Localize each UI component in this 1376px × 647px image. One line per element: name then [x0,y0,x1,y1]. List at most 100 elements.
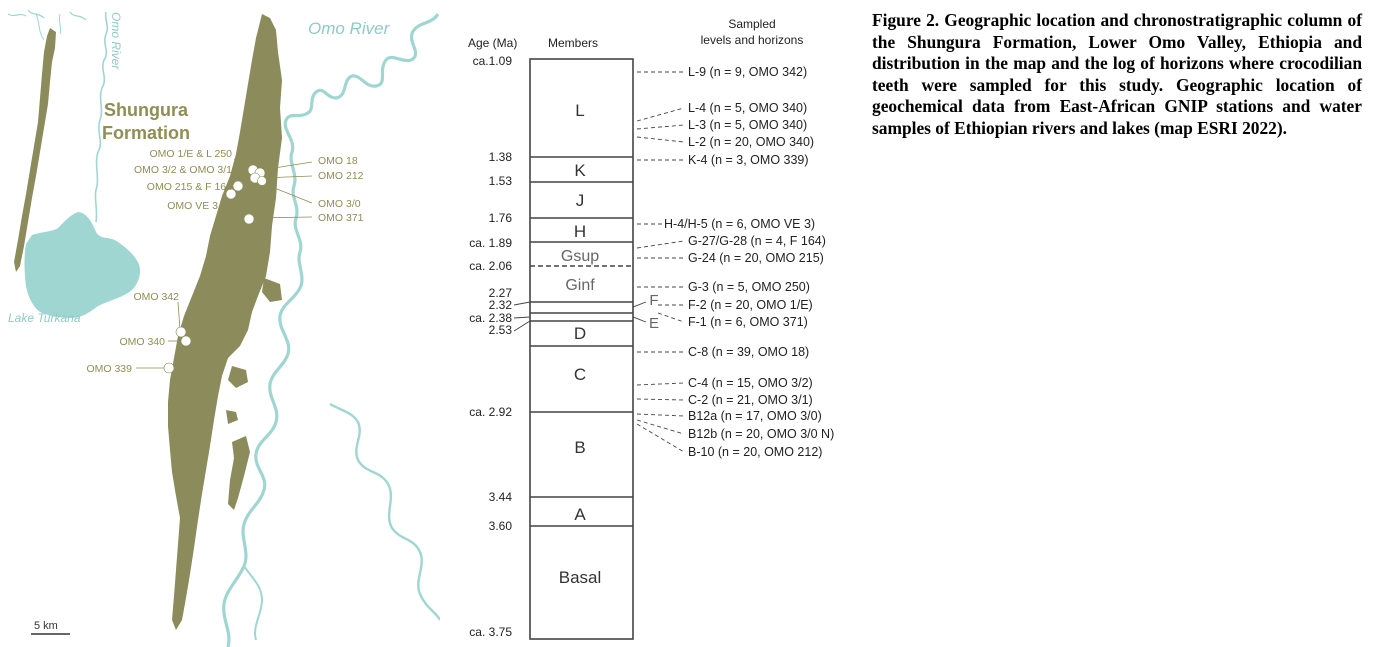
age-label: ca. 1.89 [469,236,512,250]
site-label: OMO 18 [318,155,358,167]
sample-label: C-2 (n = 21, OMO 3/1) [688,393,813,407]
formation-label-line2: Formation [102,123,190,143]
age-label: ca. 2.38 [469,311,512,325]
site-dot [257,176,267,186]
sample-label: H-4/H-5 (n = 6, OMO VE 3) [664,217,815,231]
age-label: 1.76 [489,211,513,225]
age-label: ca.1.09 [473,54,513,68]
river-label: Omo River [308,19,391,38]
column-frame [529,58,634,640]
age-label: ca. 2.06 [469,259,512,273]
member-label: Ginf [565,277,595,294]
site-dot [243,213,255,225]
fe-pointers [632,301,647,323]
sample-label: B12b (n = 20, OMO 3/0 N) [688,427,834,441]
site-label: OMO 212 [318,170,364,182]
member-label: H [574,222,586,241]
site-dot [175,326,187,338]
site-label: OMO 3/0 [318,198,361,210]
site-label: OMO 215 & F 164 [147,181,232,193]
site-label: OMO VE 3 [167,200,218,212]
site-dot [225,188,237,200]
formation-fragment-4 [262,278,282,302]
member-boundaries [530,156,633,527]
inset-lake-turkana [24,212,140,318]
stratigraphic-column: Age (Ma) Members Sampled levels and hori… [468,17,834,640]
formation-label-line1: Shungura [104,100,189,120]
member-label: Basal [559,568,602,587]
inset-map: Omo River Lake Turkana [7,9,140,325]
sample-label: L-4 (n = 5, OMO 340) [688,101,807,115]
member-label: F [649,292,658,309]
header-sampled-line2: levels and horizons [701,33,804,47]
sample-label: K-4 (n = 3, OMO 339) [688,153,809,167]
sample-label: C-4 (n = 15, OMO 3/2) [688,376,813,390]
site-dot [163,362,175,374]
inset-coast [35,13,62,41]
sample-label: L-3 (n = 5, OMO 340) [688,118,807,132]
sample-label: G-24 (n = 20, OMO 215) [688,251,824,265]
age-labels: ca.1.09 1.38 1.53 1.76 ca. 1.89 ca. 2.06… [469,54,512,639]
site-label: OMO 342 [133,291,179,303]
inset-river [94,11,109,223]
sample-label: B-10 (n = 20, OMO 212) [688,445,822,459]
formation-fragment-3 [228,436,250,510]
member-label: J [576,191,585,210]
member-label: L [575,101,584,120]
member-label: D [574,324,586,343]
formation-fragment-1 [228,366,248,388]
member-label: Gsup [561,248,599,265]
figure-caption: Figure 2. Geographic location and chrono… [872,10,1362,138]
sample-label: F-1 (n = 6, OMO 371) [688,315,808,329]
age-label: 1.53 [489,174,513,188]
sample-label: F-2 (n = 20, OMO 1/E) [688,298,813,312]
site-label: OMO 1/E & L 250 [150,148,233,160]
omo-river-branch [243,565,264,641]
site-label: OMO 340 [119,336,165,348]
site-label: OMO 339 [86,363,132,375]
age-label: 3.60 [489,519,513,533]
member-labels: L K J H Gsup Ginf F E D C B A Basal [559,101,659,587]
age-label: 3.44 [489,490,513,504]
inset-river-label: Omo River [109,12,123,70]
omo-river-tributary [329,402,440,621]
sample-labels: L-9 (n = 9, OMO 342) L-4 (n = 5, OMO 340… [664,65,834,459]
age-label: 2.53 [489,323,513,337]
member-label: E [649,315,659,332]
header-sampled-line1: Sampled [728,17,775,31]
age-label: 2.32 [489,298,513,312]
member-label: B [574,438,585,457]
sample-label: L-2 (n = 20, OMO 340) [688,135,814,149]
site-dot [180,335,192,347]
member-label: K [574,161,586,180]
header-age: Age (Ma) [468,36,517,50]
member-label: C [574,365,586,384]
inset-river-branch [7,9,87,21]
scale-label: 5 km [34,620,58,632]
header-members: Members [548,36,598,50]
age-label: ca. 3.75 [469,625,512,639]
scale-bar: 5 km [31,620,70,635]
site-dot [232,180,244,192]
age-label: ca. 2.92 [469,405,512,419]
omo-river [222,13,440,647]
sample-label: B12a (n = 17, OMO 3/0) [688,409,822,423]
site-leaders [136,158,313,369]
site-dots [163,164,267,374]
formation-fragment-2 [226,410,238,424]
inset-formation [14,28,56,272]
sample-leaders [636,71,685,453]
age-label: 2.27 [489,286,513,300]
site-label: OMO 3/2 & OMO 3/1 [134,164,232,176]
sample-label: G-27/G-28 (n = 4, F 164) [688,234,826,248]
sample-label: C-8 (n = 39, OMO 18) [688,345,809,359]
inset-lake-label: Lake Turkana [8,311,81,325]
sample-label: L-9 (n = 9, OMO 342) [688,65,807,79]
site-label: OMO 371 [318,212,364,224]
site-labels: OMO 1/E & L 250 OMO 3/2 & OMO 3/1 OMO 21… [86,148,363,375]
age-ticks [513,301,531,332]
age-label: 1.38 [489,150,513,164]
member-label: A [574,505,586,524]
sample-label: G-3 (n = 5, OMO 250) [688,280,810,294]
shungura-map: Omo River Lake Turkana Shungura Formatio… [7,9,440,647]
